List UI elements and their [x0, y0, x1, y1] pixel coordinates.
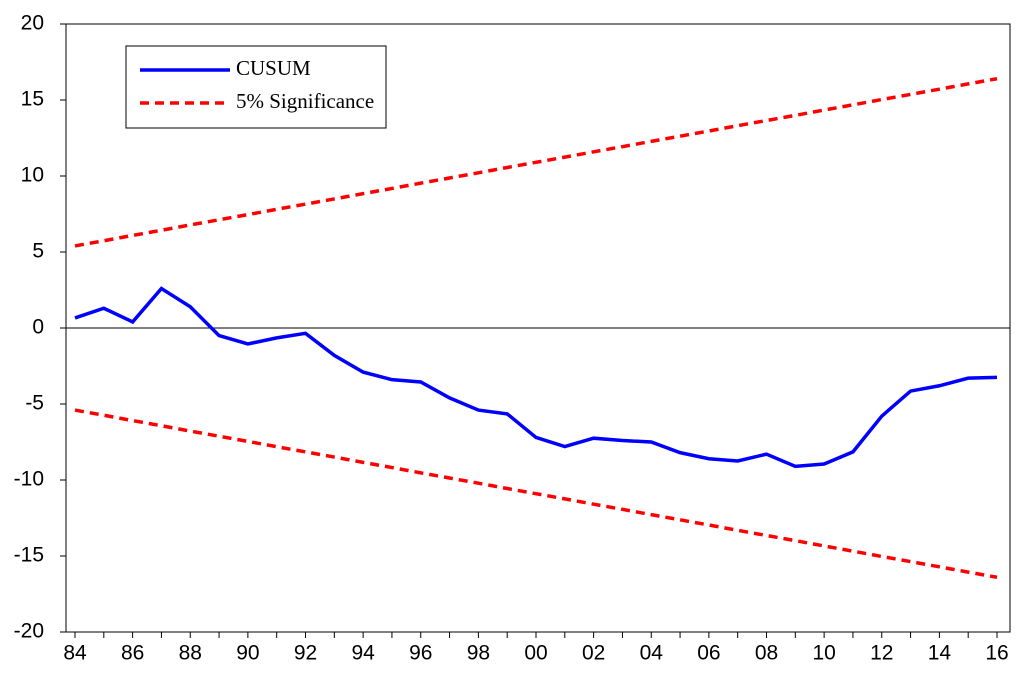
x-tick-label: 06: [697, 642, 720, 665]
x-tick-label: 84: [63, 642, 87, 665]
y-tick-label: -10: [14, 468, 44, 491]
x-tick-label: 86: [121, 642, 144, 665]
x-tick-label: 10: [812, 642, 835, 665]
y-tick-label: 15: [21, 88, 44, 111]
y-tick-label: -5: [25, 392, 44, 415]
y-tick-label: 0: [32, 316, 44, 339]
x-tick-label: 90: [236, 642, 259, 665]
y-tick-label: 20: [21, 12, 44, 35]
y-tick-label: -15: [14, 544, 44, 567]
y-tick-label: 5: [32, 240, 44, 263]
x-tick-label: 94: [351, 642, 375, 665]
legend-label: 5% Significance: [236, 89, 374, 113]
x-tick-label: 98: [467, 642, 490, 665]
y-tick-label: -20: [14, 620, 44, 643]
x-tick-label: 04: [640, 642, 664, 665]
series-line: [74, 408, 998, 580]
x-tick-label: 14: [928, 642, 952, 665]
x-tick-label: 12: [870, 642, 893, 665]
x-tick-label: 88: [179, 642, 202, 665]
series-line: [74, 76, 998, 248]
x-tick-label: 00: [524, 642, 547, 665]
x-tick-label: 96: [409, 642, 432, 665]
series-line: [74, 286, 998, 469]
legend-box: [125, 45, 387, 129]
x-tick-label: 02: [582, 642, 605, 665]
x-tick-label: 16: [985, 642, 1008, 665]
x-tick-label: 08: [755, 642, 778, 665]
legend-label: CUSUM: [236, 56, 311, 80]
y-tick-label: 10: [21, 164, 44, 187]
x-tick-label: 92: [294, 642, 317, 665]
